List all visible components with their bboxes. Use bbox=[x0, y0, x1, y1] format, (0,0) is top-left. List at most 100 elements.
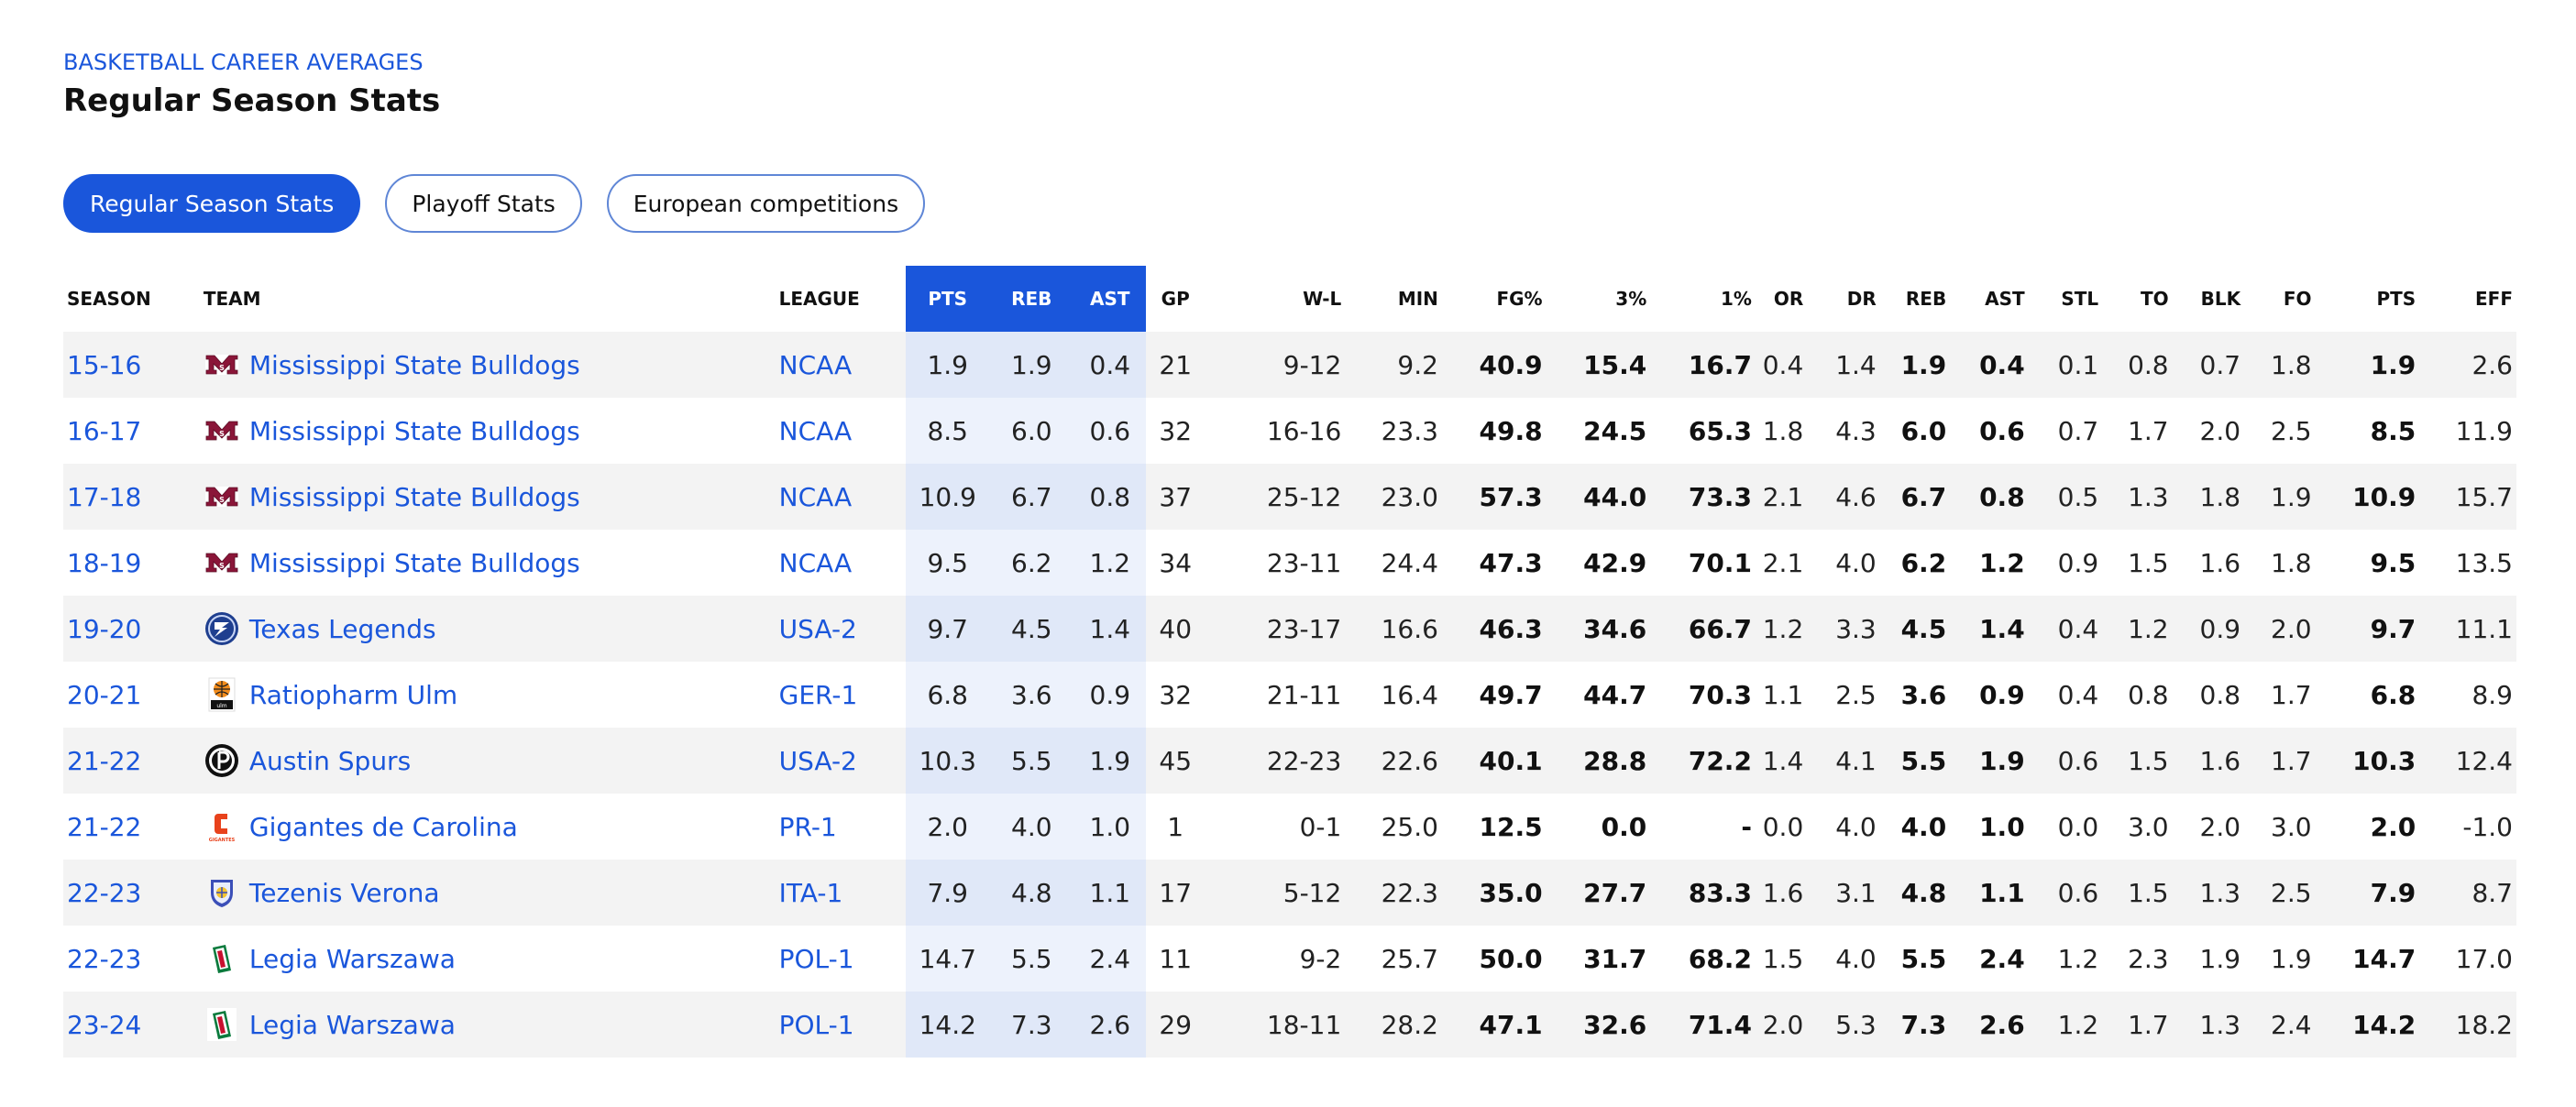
season-cell: 22-23 bbox=[63, 860, 200, 926]
column-header-fg-pct[interactable]: FG% bbox=[1496, 288, 1543, 310]
column-header-league[interactable]: LEAGUE bbox=[778, 288, 860, 310]
stat-gp: 32 bbox=[1146, 398, 1205, 464]
stat-eff: 17.0 bbox=[2419, 926, 2516, 992]
team-link[interactable]: Legia Warszawa bbox=[248, 1009, 456, 1040]
table-row: 16-17 S Mississippi State Bulldogs NCAA 8.5 6… bbox=[63, 398, 2516, 464]
stat-min: 25.0 bbox=[1345, 794, 1442, 860]
stat-stl: 0.5 bbox=[2028, 464, 2103, 530]
column-header-or[interactable]: OR bbox=[1773, 288, 1804, 310]
stat-pts: 1.9 bbox=[2315, 332, 2420, 398]
team-link[interactable]: Mississippi State Bulldogs bbox=[248, 547, 580, 578]
column-header-wl[interactable]: W-L bbox=[1303, 288, 1342, 310]
column-header-to[interactable]: TO bbox=[2140, 288, 2169, 310]
league-cell: POL-1 bbox=[775, 926, 907, 992]
stat-to: 3.0 bbox=[2102, 794, 2173, 860]
league-link[interactable]: POL-1 bbox=[778, 1009, 854, 1040]
column-header-dr[interactable]: DR bbox=[1846, 288, 1877, 310]
season-link[interactable]: 21-22 bbox=[67, 811, 142, 842]
season-link[interactable]: 19-20 bbox=[67, 613, 142, 644]
msu-logo: S bbox=[204, 478, 240, 515]
stat-dr: 4.0 bbox=[1807, 926, 1880, 992]
stat-wl: 25-12 bbox=[1205, 464, 1346, 530]
stat-reb-highlight: 5.5 bbox=[989, 926, 1074, 992]
stat-to: 1.2 bbox=[2102, 596, 2173, 662]
season-cell: 22-23 bbox=[63, 926, 200, 992]
column-header-fo[interactable]: FO bbox=[2283, 288, 2312, 310]
stat-dr: 3.1 bbox=[1807, 860, 1880, 926]
season-link[interactable]: 20-21 bbox=[67, 679, 142, 710]
stat-ast: 2.4 bbox=[1950, 926, 2029, 992]
team-cell: Legia Warszawa bbox=[199, 992, 776, 1058]
team-link[interactable]: Legia Warszawa bbox=[248, 943, 456, 974]
stat-reb: 5.5 bbox=[1879, 926, 1951, 992]
team-link[interactable]: Ratiopharm Ulm bbox=[248, 679, 458, 710]
league-link[interactable]: NCAA bbox=[778, 415, 853, 446]
season-link[interactable]: 22-23 bbox=[67, 943, 142, 974]
stat-reb-highlight: 5.5 bbox=[989, 728, 1074, 794]
stat-three-pct: 34.6 bbox=[1546, 596, 1651, 662]
team-link[interactable]: Mississippi State Bulldogs bbox=[248, 415, 580, 446]
league-link[interactable]: ITA-1 bbox=[778, 877, 843, 908]
stat-gp: 11 bbox=[1146, 926, 1205, 992]
stat-stl: 0.1 bbox=[2028, 332, 2103, 398]
stat-pts-highlight: 10.3 bbox=[906, 728, 989, 794]
column-header-reb-highlight[interactable]: REB bbox=[989, 266, 1074, 332]
stat-gp: 37 bbox=[1146, 464, 1205, 530]
league-link[interactable]: USA-2 bbox=[778, 745, 857, 776]
league-link[interactable]: USA-2 bbox=[778, 613, 857, 644]
league-link[interactable]: PR-1 bbox=[778, 811, 837, 842]
team-link[interactable]: Tezenis Verona bbox=[248, 877, 440, 908]
team-link[interactable]: Texas Legends bbox=[248, 613, 436, 644]
season-link[interactable]: 15-16 bbox=[67, 349, 142, 380]
league-link[interactable]: POL-1 bbox=[778, 943, 854, 974]
tab-european-competitions[interactable]: European competitions bbox=[606, 174, 926, 233]
stat-or: 1.8 bbox=[1755, 398, 1808, 464]
column-header-three-pct[interactable]: 3% bbox=[1615, 288, 1647, 310]
stat-to: 1.5 bbox=[2102, 530, 2173, 596]
league-cell: NCAA bbox=[775, 398, 907, 464]
stat-stl: 0.7 bbox=[2028, 398, 2103, 464]
team-link[interactable]: Gigantes de Carolina bbox=[248, 811, 518, 842]
season-link[interactable]: 17-18 bbox=[67, 481, 142, 512]
season-link[interactable]: 18-19 bbox=[67, 547, 142, 578]
league-link[interactable]: NCAA bbox=[778, 481, 853, 512]
tab-regular-season[interactable]: Regular Season Stats bbox=[63, 174, 361, 233]
stat-stl: 0.6 bbox=[2028, 860, 2103, 926]
column-header-min[interactable]: MIN bbox=[1397, 288, 1438, 310]
season-link[interactable]: 23-24 bbox=[67, 1009, 142, 1040]
season-cell: 21-22 bbox=[63, 728, 200, 794]
team-link[interactable]: Mississippi State Bulldogs bbox=[248, 481, 580, 512]
stat-pts-highlight: 9.5 bbox=[906, 530, 989, 596]
ulm-logo: ulm bbox=[204, 676, 240, 713]
league-link[interactable]: NCAA bbox=[778, 349, 853, 380]
column-header-season[interactable]: SEASON bbox=[67, 288, 151, 310]
team-link[interactable]: Mississippi State Bulldogs bbox=[248, 349, 580, 380]
stat-ft-pct: 16.7 bbox=[1650, 332, 1756, 398]
column-header-pts[interactable]: PTS bbox=[2376, 288, 2416, 310]
league-cell: NCAA bbox=[775, 332, 907, 398]
stat-blk: 2.0 bbox=[2172, 398, 2245, 464]
stat-reb: 4.8 bbox=[1879, 860, 1951, 926]
column-header-stl[interactable]: STL bbox=[2061, 288, 2099, 310]
column-header-eff[interactable]: EFF bbox=[2475, 288, 2513, 310]
stat-ast-highlight: 2.4 bbox=[1073, 926, 1147, 992]
column-header-reb[interactable]: REB bbox=[1905, 288, 1947, 310]
league-link[interactable]: NCAA bbox=[778, 547, 853, 578]
season-link[interactable]: 22-23 bbox=[67, 877, 142, 908]
column-header-team[interactable]: TEAM bbox=[203, 288, 261, 310]
season-link[interactable]: 21-22 bbox=[67, 745, 142, 776]
stat-to: 2.3 bbox=[2102, 926, 2173, 992]
column-header-blk[interactable]: BLK bbox=[2200, 288, 2241, 310]
team-link[interactable]: Austin Spurs bbox=[248, 745, 412, 776]
column-header-pts-highlight[interactable]: PTS bbox=[906, 266, 989, 332]
stat-gp: 40 bbox=[1146, 596, 1205, 662]
league-link[interactable]: GER-1 bbox=[778, 679, 858, 710]
column-header-ast[interactable]: AST bbox=[1985, 288, 2025, 310]
stat-stl: 0.6 bbox=[2028, 728, 2103, 794]
column-header-ft-pct[interactable]: 1% bbox=[1720, 288, 1752, 310]
tab-playoffs[interactable]: Playoff Stats bbox=[385, 174, 582, 233]
season-link[interactable]: 16-17 bbox=[67, 415, 142, 446]
column-header-gp[interactable]: GP bbox=[1161, 288, 1190, 310]
column-header-ast-highlight[interactable]: AST bbox=[1073, 266, 1147, 332]
stat-three-pct: 24.5 bbox=[1546, 398, 1651, 464]
